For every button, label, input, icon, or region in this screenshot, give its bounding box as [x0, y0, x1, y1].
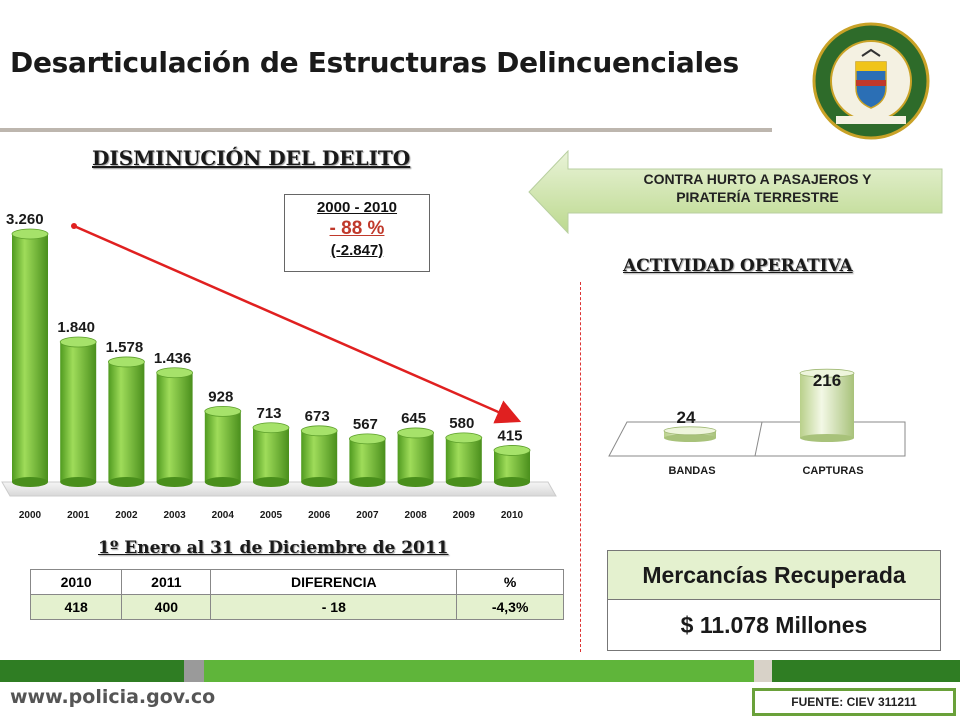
x-tick-label: CAPTURAS	[802, 465, 863, 477]
trend-arrow-start	[71, 223, 77, 229]
bar-2000	[11, 228, 49, 487]
comparison-table: 2010 2011 DIFERENCIA % 418 400 - 18 -4,3…	[29, 569, 564, 620]
bar-2008	[397, 427, 435, 487]
x-tick-label: 2008	[404, 510, 427, 521]
table-cell: - 18	[210, 594, 458, 620]
footer-color-bar	[0, 660, 960, 682]
table-cell: -4,3%	[456, 594, 564, 620]
source-label: FUENTE: CIEV 311211	[752, 688, 956, 716]
bar-value-label: 673	[305, 408, 330, 425]
x-tick-label: 2004	[212, 510, 235, 521]
trend-arrow	[73, 224, 522, 424]
x-tick-label: 2006	[308, 510, 331, 521]
title-divider	[0, 128, 772, 132]
bar-value-label: 1.840	[57, 319, 95, 336]
bar-value-label: 1.436	[154, 350, 192, 367]
bar-2009	[445, 432, 483, 487]
x-tick-label: BANDAS	[668, 465, 715, 477]
table-header-cell: DIFERENCIA	[210, 569, 458, 595]
x-tick-label: 2010	[501, 510, 524, 521]
period-difference: (-2.847)	[330, 242, 384, 259]
bar-2010	[493, 445, 531, 487]
bar-value-label: 928	[208, 388, 233, 405]
heading-disminucion-delito: DISMINUCIÓN DEL DELITO	[92, 146, 411, 170]
table-cell: 400	[121, 594, 212, 620]
table-header-row: 2010 2011 DIFERENCIA %	[29, 569, 564, 595]
mercancias-title: Mercancías Recuperada	[607, 550, 941, 600]
x-tick-label: 2009	[453, 510, 476, 521]
table-header-cell: %	[456, 569, 564, 595]
period-range: 2000 - 2010	[316, 199, 398, 216]
bar-value-label: 415	[497, 427, 522, 444]
bar-2003	[156, 367, 194, 487]
bar-2005	[252, 422, 290, 487]
police-seal-logo	[812, 22, 930, 140]
period-percent: - 88 %	[329, 218, 385, 239]
period-summary-box: 2000 - 2010 - 88 % (-2.847)	[284, 194, 430, 272]
left-arrow-banner	[528, 150, 943, 234]
bar-value-label: 713	[256, 405, 281, 422]
x-tick-label: 2007	[356, 510, 379, 521]
bar-capturas	[799, 368, 855, 442]
bar-value-label: 24	[677, 408, 696, 427]
bar-value-label: 580	[449, 415, 474, 432]
bar-bandas	[663, 426, 717, 442]
mercancias-box: Mercancías Recuperada $ 11.078 Millones	[607, 550, 941, 651]
bar-2007	[348, 433, 386, 487]
x-tick-label: 2003	[163, 510, 186, 521]
x-tick-label: 2005	[260, 510, 283, 521]
bar-value-label: 645	[401, 410, 426, 427]
page-title: Desarticulación de Estructuras Delincuen…	[10, 46, 739, 79]
bar-2004	[204, 406, 242, 487]
bar-value-label: 216	[813, 371, 841, 390]
banner-text: CONTRA HURTO A PASAJEROS Y PIRATERÍA TER…	[575, 170, 940, 206]
banner-line-2: PIRATERÍA TERRESTRE	[676, 189, 839, 205]
bar-value-label: 3.260	[6, 211, 44, 228]
bar-value-label: 567	[353, 416, 378, 433]
mercancias-value: $ 11.078 Millones	[607, 599, 941, 651]
table-row: 418 400 - 18 -4,3%	[29, 594, 564, 620]
x-tick-label: 2002	[115, 510, 138, 521]
x-tick-label: 2001	[67, 510, 90, 521]
operational-activity-chart: 24 216 BANDAS CAPTURAS	[608, 368, 906, 477]
range-label: 1º Enero al 31 de Diciembre de 2011	[98, 538, 449, 558]
table-cell: 418	[29, 594, 123, 620]
bar-2001	[59, 336, 97, 487]
heading-actividad-operativa: ACTIVIDAD OPERATIVA	[623, 256, 853, 276]
banner-line-1: CONTRA HURTO A PASAJEROS Y	[643, 171, 872, 187]
table-header-cell: 2011	[121, 569, 212, 595]
bar-2006	[300, 425, 338, 487]
x-tick-label: 2000	[19, 510, 42, 521]
crime-reduction-bar-chart: 3.260 1.840 1.578 1.436 928 713 673 567 645 580 41…	[1, 211, 557, 521]
bar-2002	[108, 356, 145, 487]
site-url: www.policia.gov.co	[10, 686, 216, 708]
table-header-cell: 2010	[29, 569, 123, 595]
section-divider	[580, 282, 581, 652]
bar-value-label: 1.578	[106, 339, 144, 356]
